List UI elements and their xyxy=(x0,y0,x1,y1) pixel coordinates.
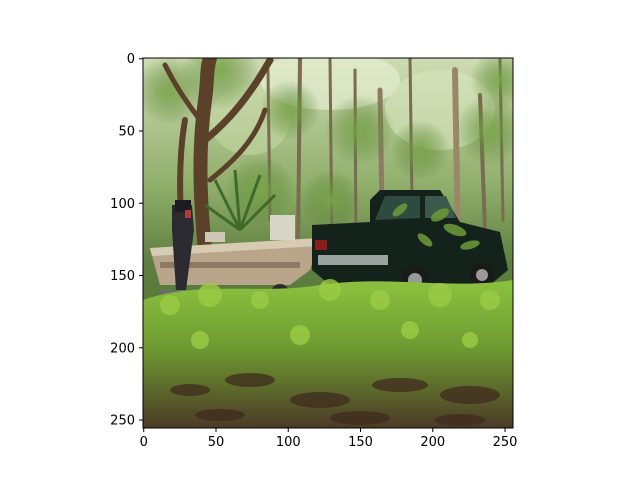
y-axis: 0 50 100 150 200 250 xyxy=(110,52,143,429)
y-tick-label: 150 xyxy=(110,269,135,284)
y-tick-label: 100 xyxy=(110,197,135,212)
axes-frame xyxy=(142,57,514,429)
canopy-foliage xyxy=(143,58,513,230)
y-tick-label: 200 xyxy=(110,341,135,356)
undergrowth xyxy=(143,280,513,428)
x-axis: 0 50 100 150 200 250 xyxy=(140,428,518,450)
x-tick-label: 250 xyxy=(493,435,518,450)
x-tick-label: 100 xyxy=(276,435,301,450)
leaf-litter xyxy=(170,373,500,426)
palmetto xyxy=(204,169,277,232)
x-tick-label: 150 xyxy=(348,435,373,450)
y-tick-label: 0 xyxy=(127,52,135,67)
foreground-leaves xyxy=(392,203,480,250)
foreground-tree xyxy=(162,58,274,257)
boat-on-trailer xyxy=(150,200,330,302)
x-tick-label: 50 xyxy=(208,435,225,450)
x-tick-label: 200 xyxy=(420,435,445,450)
forest-photo xyxy=(143,58,513,428)
x-tick-label: 0 xyxy=(140,435,148,450)
ground-plants xyxy=(160,279,500,349)
y-tick-label: 250 xyxy=(110,414,135,429)
y-tick-label: 50 xyxy=(118,124,135,139)
